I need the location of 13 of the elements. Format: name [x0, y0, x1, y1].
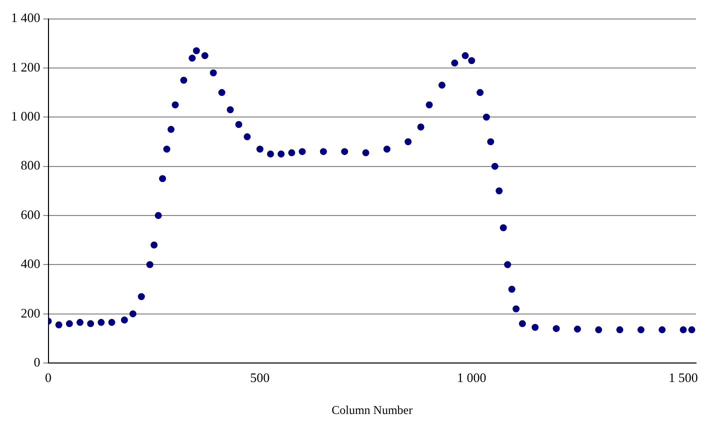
x-tick-label: 500 [250, 370, 270, 386]
x-tick-label: 1 500 [668, 370, 698, 386]
y-tick-label: 400 [20, 256, 40, 272]
y-tick-label: 1 400 [11, 10, 40, 26]
y-tick-label: 0 [34, 354, 40, 370]
x-tick-label: 1 000 [456, 370, 486, 386]
x-axis-title: Column Number [332, 402, 413, 417]
x-tick-label: 0 [45, 370, 52, 386]
y-tick-label: 600 [20, 206, 40, 222]
y-tick-label: 1 200 [11, 59, 40, 74]
y-tick-label: 200 [20, 305, 40, 320]
y-tick-label: 1 000 [11, 108, 40, 124]
y-tick-label: 800 [20, 158, 40, 173]
